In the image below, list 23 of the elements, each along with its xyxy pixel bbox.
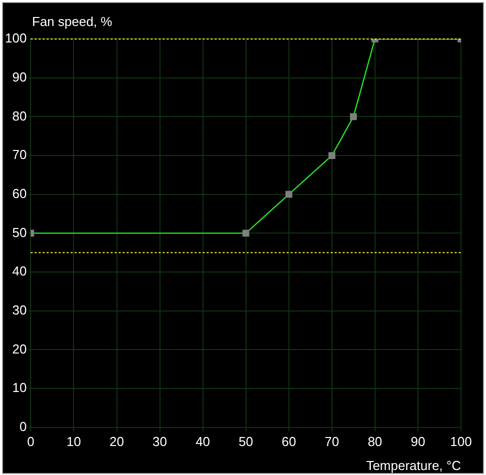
y-tick-label: 30 bbox=[12, 302, 27, 318]
y-tick-label: 80 bbox=[12, 108, 27, 124]
y-tick-label: 10 bbox=[12, 380, 27, 396]
y-tick-label: 60 bbox=[12, 186, 27, 201]
x-tick-label: 90 bbox=[410, 434, 426, 449]
x-tick-label: 20 bbox=[110, 434, 124, 449]
x-tick-label: 70 bbox=[324, 434, 340, 449]
x-tick-label: 60 bbox=[282, 434, 296, 449]
x-tick-label: 50 bbox=[238, 434, 254, 449]
x-tick-label: 100 bbox=[450, 434, 472, 449]
x-tick-label: 40 bbox=[196, 434, 210, 449]
y-tick-label: 0 bbox=[19, 418, 27, 434]
x-tick-label: 30 bbox=[152, 434, 168, 449]
x-tick-label: 80 bbox=[368, 434, 382, 449]
x-tick-label: 10 bbox=[66, 434, 81, 449]
y-tick-label: 50 bbox=[12, 224, 27, 240]
y-tick-label: 20 bbox=[12, 341, 27, 356]
x-axis-title: Temperature, °C bbox=[366, 458, 461, 474]
y-tick-label: 40 bbox=[12, 264, 27, 279]
y-tick-label: 90 bbox=[12, 69, 27, 84]
y-axis-title: Fan speed, % bbox=[32, 14, 113, 30]
y-tick-label: 100 bbox=[4, 30, 27, 46]
y-tick-label: 70 bbox=[12, 147, 27, 162]
